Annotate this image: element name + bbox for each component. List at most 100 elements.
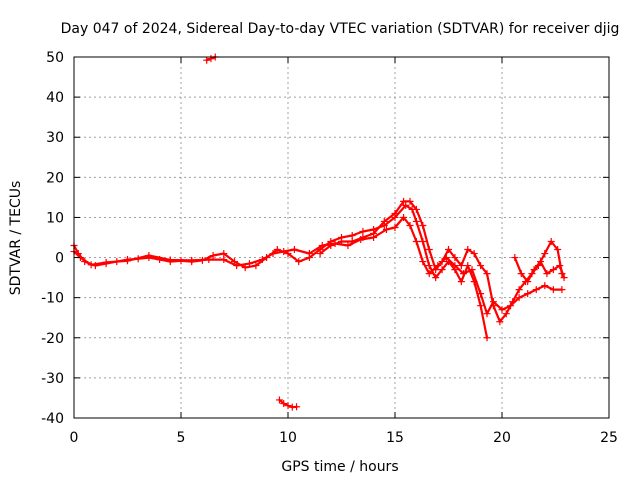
data-point-plus [348,238,356,246]
data-point-plus [502,310,510,318]
y-tick-label: -20 [41,331,64,347]
data-point-plus [203,56,211,64]
data-point-plus [477,262,485,270]
data-point-plus [275,396,283,404]
x-tick-label: 0 [70,430,79,446]
data-point-plus [470,250,478,258]
series-track-d [511,254,568,286]
data-point-plus [188,256,196,264]
x-tick-labels: 0 5 10 15 20 25 [70,430,618,446]
data-point-plus [348,231,356,239]
y-tick-label: -30 [41,371,64,387]
x-tick-label: 25 [600,430,618,446]
data-point-plus [445,246,452,254]
data-point-plus [290,246,298,254]
data-point-plus [451,254,459,262]
data-point-plus [284,402,292,410]
data-point-plus [391,209,399,217]
data-point-plus [382,225,390,233]
data-point-plus [245,260,253,268]
data-point-plus [412,217,420,225]
data-point-plus [496,318,504,326]
data-point-plus [425,246,433,254]
data-point-plus [102,258,110,266]
data-point-plus [432,274,440,282]
data-point-plus [549,286,557,294]
series-outlier-bottom [275,396,301,411]
data-point-plus [166,256,174,264]
x-tick-label: 15 [386,430,404,446]
data-point-plus [124,257,131,265]
y-tick-label: 20 [46,170,64,186]
data-point-plus [400,213,408,221]
data-point-plus [425,262,433,270]
data-point-plus [406,221,414,229]
y-tick-label: 40 [46,90,64,106]
data-point-plus [359,227,367,235]
data-point-plus [537,258,545,266]
data-point-plus [412,238,420,246]
data-point-plus [344,242,352,250]
data-point-plus [477,302,485,310]
data-point-plus [517,270,525,278]
data-point-plus [252,262,260,270]
data-point-plus [524,278,532,286]
data-point-plus [451,262,459,270]
data-point-plus [209,252,217,260]
x-tick-label: 20 [493,430,511,446]
y-tick-labels: -40 -30 -20 -10 0 10 20 30 40 50 [41,50,64,427]
data-point-plus [532,286,540,294]
data-point-plus [459,270,467,278]
data-point-plus [498,306,506,314]
data-point-plus [87,261,95,269]
data-point-plus [477,290,485,298]
data-point-plus [359,234,367,241]
data-point-plus [280,248,288,256]
plot-frame [73,56,610,419]
data-point-plus [554,246,562,254]
data-point-plus [318,242,326,250]
data-point-plus [511,254,519,262]
data-point-plus [220,250,228,258]
data-point-plus [468,266,476,274]
data-point-plus [400,197,408,205]
data-point-plus [269,250,277,258]
data-point-plus [541,282,549,290]
data-point-plus [530,266,538,274]
data-point-plus [543,270,551,278]
data-point-plus [438,266,446,274]
data-point-plus [205,256,213,264]
data-point-plus [489,302,497,310]
data-point-plus [556,262,564,270]
data-point-plus [547,238,555,246]
data-point-plus [412,205,420,213]
data-point-plus [457,278,465,286]
data-point-plus [541,250,549,258]
y-tick-label: 30 [46,130,64,146]
data-point-plus [483,310,491,318]
data-point-plus [280,400,288,408]
data-point-plus [509,298,517,306]
data-point-plus [419,238,427,246]
data-point-plus [258,256,266,264]
data-point-plus [370,229,378,237]
data-point-plus [391,223,399,231]
data-point-plus [558,286,566,294]
data-point-plus [233,262,241,270]
data-point-plus [295,258,303,266]
data-point-plus [549,266,557,274]
x-tick-label: 10 [279,430,297,446]
data-point-plus [338,238,345,246]
data-point-plus [327,242,335,250]
y-tick-label: -40 [41,411,64,427]
data-point-plus [207,55,215,63]
chart-title: Day 047 of 2024, Sidereal Day-to-day VTE… [61,21,620,37]
data-point-plus [419,258,427,266]
data-point-plus [432,266,440,274]
data-series [70,53,568,411]
y-tick-label: 0 [55,251,64,267]
axis-ticks [73,56,610,419]
data-point-plus [425,270,433,278]
